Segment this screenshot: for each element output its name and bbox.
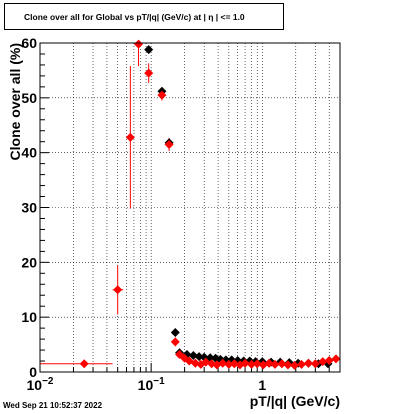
x-tick-label: 1	[258, 377, 266, 393]
x-axis-label: pT/|q| (GeV/c)	[250, 393, 340, 409]
timestamp: Wed Sep 21 10:52:37 2022	[3, 401, 103, 410]
red-data-point	[229, 359, 239, 369]
red-data-point	[240, 358, 250, 368]
red-data-point	[264, 358, 274, 368]
red-data-point	[224, 359, 234, 369]
red-data-point	[331, 354, 341, 364]
y-tick-label: 20	[21, 254, 37, 270]
red-data-point	[125, 132, 135, 142]
y-tick-label: 40	[21, 145, 37, 161]
y-tick-label: 0	[29, 364, 37, 380]
y-tick-label: 30	[21, 200, 37, 216]
red-data-point	[310, 359, 320, 369]
red-data-point	[144, 68, 154, 78]
red-data-point	[247, 359, 257, 369]
red-data-point	[157, 90, 167, 100]
black-data-point	[188, 351, 198, 361]
data-markers	[79, 39, 341, 370]
red-data-point	[164, 139, 174, 149]
red-data-point	[252, 359, 262, 369]
black-data-point	[194, 352, 204, 362]
y-tick-label: 60	[21, 35, 37, 51]
plot-frame	[39, 42, 341, 373]
red-data-point	[134, 39, 144, 49]
red-data-point	[270, 359, 280, 369]
black-data-point	[170, 328, 180, 338]
red-data-point	[296, 359, 306, 369]
chart-title: Clone over all for Global vs pT/|q| (GeV…	[4, 3, 284, 30]
axis-labels: 0 10 20 30 40 50 60 10−2 10−1 1pT/|q| (GeV/c) Clon…	[7, 35, 340, 409]
grid	[39, 42, 341, 373]
x-tick-label: 10−2	[27, 376, 54, 393]
y-tick-label: 10	[21, 309, 37, 325]
red-data-point	[324, 355, 334, 365]
black-data-point	[144, 45, 154, 55]
red-data-point	[79, 359, 89, 369]
y-tick-label: 50	[21, 90, 37, 106]
y-axis-label: Clone over all (%)	[7, 43, 23, 160]
red-data-point	[218, 358, 228, 368]
red-data-point	[170, 337, 180, 347]
red-data-point	[277, 359, 287, 369]
x-tick-label: 10−1	[138, 376, 165, 393]
red-data-point	[318, 357, 328, 367]
red-data-point	[113, 285, 123, 295]
red-data-point	[303, 358, 313, 368]
red-data-point	[283, 360, 293, 370]
red-data-point	[290, 360, 300, 370]
